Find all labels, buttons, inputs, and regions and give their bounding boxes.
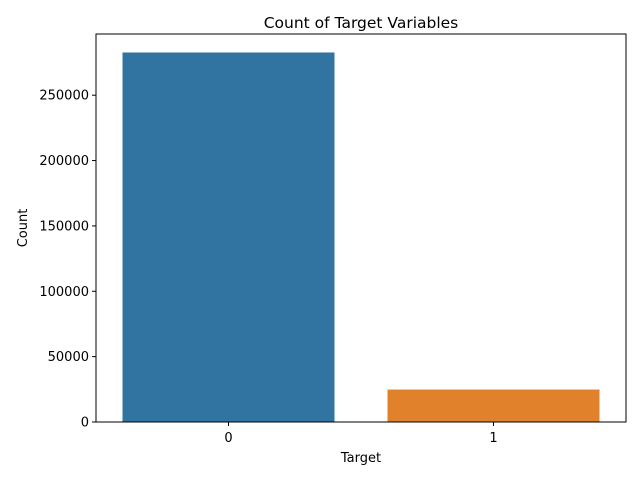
x-tick-label: 1	[489, 431, 497, 446]
y-tick-label: 250000	[39, 89, 89, 104]
y-tick-label: 100000	[39, 285, 89, 300]
y-tick-label: 0	[81, 416, 89, 431]
y-tick-label: 150000	[39, 219, 89, 234]
y-axis: 0 50000 100000 150000 200000 250000	[39, 89, 96, 431]
x-axis-label: Target	[340, 451, 381, 466]
y-axis-label: Count	[16, 209, 31, 248]
bars-group	[122, 52, 600, 422]
bar-0	[122, 52, 335, 422]
x-tick-label: 0	[224, 431, 232, 446]
plot-frame	[95, 33, 627, 423]
chart-title: Count of Target Variables	[264, 14, 459, 32]
bar-1	[387, 389, 600, 422]
y-tick-label: 200000	[39, 154, 89, 169]
y-tick-label: 50000	[48, 350, 89, 365]
